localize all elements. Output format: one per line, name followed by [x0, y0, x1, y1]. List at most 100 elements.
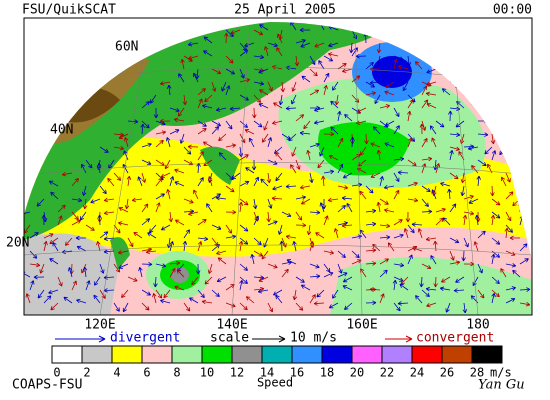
wind-arrow	[519, 243, 528, 252]
wind-arrow	[203, 50, 213, 57]
wind-arrow	[496, 55, 507, 61]
wind-arrow	[183, 146, 192, 155]
wind-arrow	[426, 68, 437, 74]
wind-arrow	[455, 81, 465, 89]
wind-arrow	[275, 172, 283, 182]
wind-arrow	[204, 94, 213, 103]
wind-arrow	[261, 133, 269, 143]
wind-arrow	[393, 107, 400, 118]
wind-arrow	[500, 268, 507, 278]
wind-arrow	[314, 42, 325, 48]
wind-arrow	[491, 237, 501, 245]
wind-arrow	[309, 274, 321, 279]
colorbar-tick-label: 4	[113, 366, 120, 380]
wind-arrow	[303, 120, 311, 130]
wind-arrow	[207, 263, 213, 274]
wind-arrow	[323, 263, 331, 273]
wind-arrow	[314, 107, 325, 112]
wind-arrow	[407, 181, 418, 187]
wind-arrow	[183, 198, 194, 204]
wind-arrow	[153, 107, 159, 119]
wind-arrow	[300, 198, 311, 205]
lon-label: 120E	[84, 318, 115, 333]
wind-arrow	[393, 172, 400, 183]
wind-arrow	[385, 81, 395, 89]
wind-arrow	[140, 123, 145, 135]
wind-arrow	[379, 223, 391, 229]
wind-arrow	[351, 250, 360, 259]
wind-arrow	[174, 168, 185, 174]
wind-arrow	[169, 176, 175, 187]
wind-arrow	[159, 81, 171, 86]
wind-arrow	[239, 198, 249, 206]
wind-arrow	[328, 302, 339, 309]
wind-arrow	[337, 163, 344, 174]
wind-arrow	[505, 263, 517, 268]
wind-arrow	[419, 32, 425, 44]
wind-arrow	[276, 47, 283, 57]
wind-arrow	[197, 289, 205, 299]
arrow-head	[98, 335, 106, 343]
colorbar-tick-label: 12	[230, 366, 244, 380]
wind-arrow	[497, 127, 507, 135]
wind-arrow	[197, 120, 207, 127]
colorbar-tick-label: 22	[380, 366, 394, 380]
wind-arrow	[155, 139, 164, 148]
colorbar-tick-label: 0	[53, 366, 60, 380]
wind-arrow	[435, 55, 442, 65]
wind-arrow	[477, 289, 485, 299]
wind-arrow	[376, 149, 382, 161]
wind-arrow	[365, 221, 377, 227]
colorbar-unit: m/s	[490, 366, 512, 380]
wind-arrow	[164, 159, 171, 170]
wind-arrow	[421, 120, 427, 131]
wind-arrow	[80, 163, 87, 174]
wind-arrow	[285, 106, 297, 111]
wind-arrow	[342, 285, 353, 291]
wind-arrow	[393, 125, 400, 135]
wind-arrow	[124, 198, 130, 210]
wind-arrow	[319, 146, 325, 157]
wind-arrow	[291, 94, 297, 105]
wind-arrow	[48, 180, 59, 187]
wind-arrow	[500, 176, 507, 187]
wind-arrow	[93, 294, 101, 304]
wind-arrow	[425, 286, 437, 292]
convergent-label: convergent	[416, 331, 494, 346]
wind-arrow	[299, 27, 311, 33]
wind-arrow	[334, 94, 340, 106]
wind-arrow	[133, 231, 143, 239]
wind-arrow	[421, 46, 426, 57]
wind-arrow	[405, 211, 411, 223]
wind-arrow	[430, 255, 437, 265]
wind-arrow	[449, 260, 461, 265]
wind-arrow	[258, 276, 269, 282]
wind-arrow	[43, 295, 52, 304]
wind-arrow	[463, 237, 469, 248]
wind-arrow	[267, 42, 278, 48]
wind-arrow	[355, 53, 367, 59]
wind-arrow	[173, 117, 185, 123]
wind-arrow	[248, 137, 255, 148]
wind-arrow	[37, 289, 45, 299]
wind-arrow	[490, 133, 496, 145]
wind-arrow	[278, 94, 284, 106]
wind-arrow	[43, 233, 54, 239]
wind-arrow	[392, 279, 398, 291]
wind-arrow	[118, 221, 129, 226]
lat-label: 40N	[50, 123, 73, 138]
wind-arrow	[453, 288, 465, 293]
wind-arrow	[519, 171, 531, 177]
wind-arrow	[393, 25, 404, 31]
wind-arrow	[365, 208, 377, 214]
wind-arrow	[393, 34, 401, 44]
wind-arrow	[82, 266, 88, 278]
wind-arrow	[295, 276, 305, 283]
wind-arrow	[253, 275, 265, 280]
wind-arrow	[351, 29, 358, 40]
wind-arrow	[306, 224, 312, 236]
wind-arrow	[337, 250, 346, 258]
wind-arrow	[505, 191, 514, 200]
wind-arrow	[337, 185, 349, 190]
wind-arrow	[239, 279, 244, 291]
